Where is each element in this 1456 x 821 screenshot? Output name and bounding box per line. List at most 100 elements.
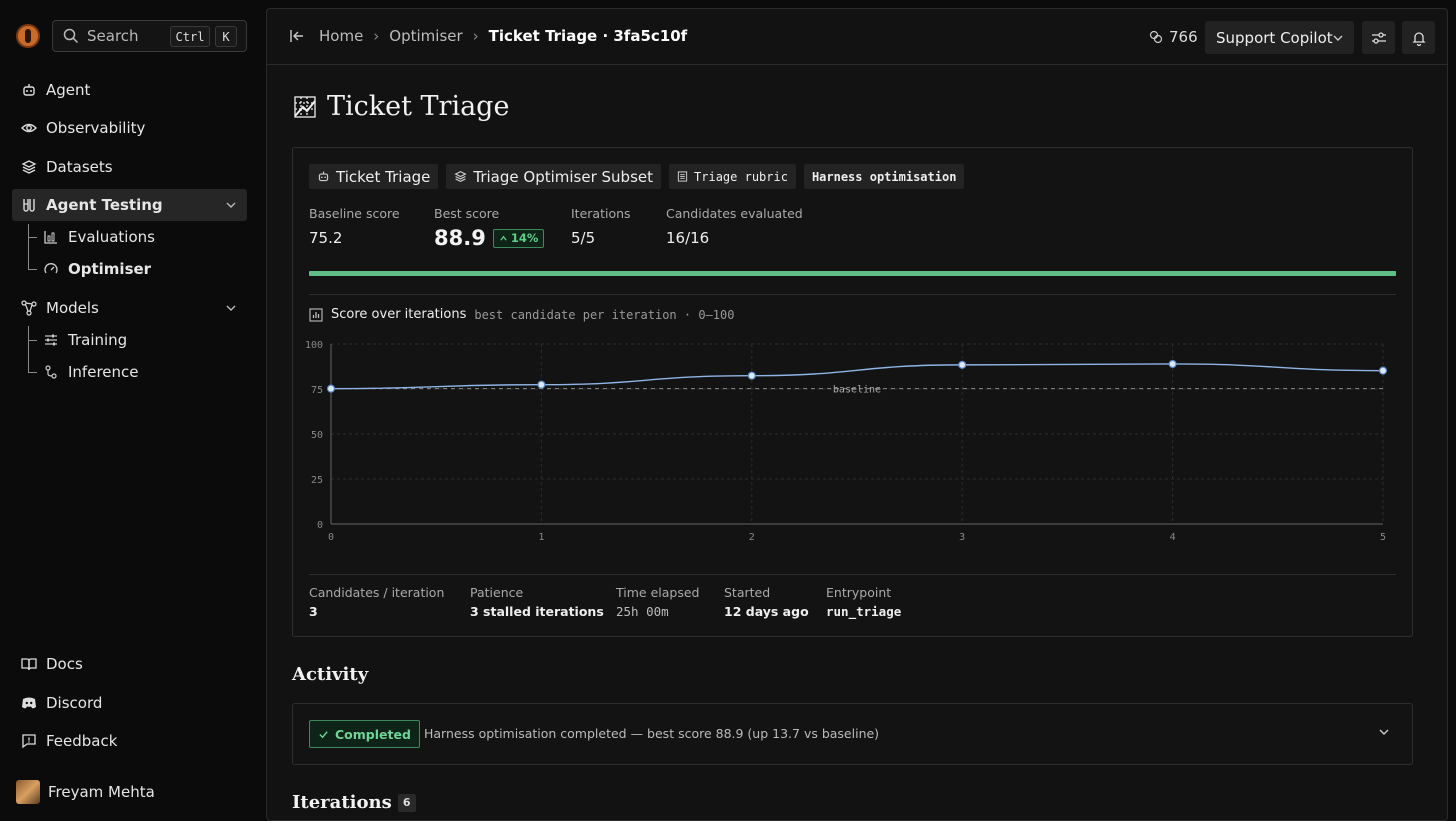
credits-indicator[interactable]: 766 [1149, 28, 1198, 46]
user-profile[interactable]: Freyam Mehta [16, 780, 155, 804]
chip-agent-label: Ticket Triage [336, 167, 431, 186]
meta-entrypoint-value: run_triage [826, 604, 902, 619]
iterations-heading: Iterations 6 [292, 792, 416, 813]
y-tick-label: 0 [317, 520, 323, 531]
chip-mode: Harness optimisation [803, 164, 965, 189]
tree-branch [28, 237, 37, 238]
project-selector[interactable]: Support Copilot [1205, 21, 1354, 54]
meta-started-value: 12 days ago [724, 604, 809, 619]
chevron-right-icon: › [472, 27, 479, 45]
meta-candidates-label: Candidates / iteration [309, 585, 445, 600]
network-icon [20, 299, 38, 317]
collapse-sidebar-icon[interactable] [289, 28, 305, 44]
status-badge: Completed [309, 720, 420, 748]
nav-models-label: Models [46, 299, 99, 317]
nav-agent-testing-label: Agent Testing [46, 196, 163, 214]
sliders-icon [44, 333, 60, 347]
nav-discord[interactable]: Discord [12, 687, 247, 719]
x-tick-label: 3 [959, 532, 965, 543]
meta-elapsed-value: 25h 00m [616, 604, 669, 619]
iterations-count: 6 [397, 793, 416, 812]
shortcut-ctrl-key: Ctrl [170, 26, 210, 47]
progress-bar [309, 271, 1396, 276]
progress-fill [309, 271, 1396, 276]
series-line [330, 363, 1384, 390]
gauge-icon [44, 262, 60, 276]
x-tick-label: 2 [749, 532, 755, 543]
chart-subtitle: best candidate per iteration · 0–100 [474, 307, 735, 322]
x-tick-label: 4 [1170, 532, 1176, 543]
nav-evaluations[interactable]: Evaluations [44, 224, 155, 250]
nav-training[interactable]: Training [44, 327, 127, 353]
meta-patience-label: Patience [470, 585, 524, 600]
chevron-down-icon [225, 197, 237, 215]
breadcrumb: Home › Optimiser › Ticket Triage · 3fa5c… [289, 27, 687, 45]
activity-heading: Activity [292, 664, 368, 685]
breadcrumb-home[interactable]: Home [319, 27, 364, 45]
meta-candidates: Candidates / iteration 3 [309, 585, 444, 619]
chip-mode-label: Harness optimisation [811, 169, 957, 184]
nav-inference[interactable]: Inference [44, 359, 139, 385]
robot-icon [317, 170, 330, 183]
search-bar[interactable]: Search Ctrl K [52, 20, 247, 52]
chevron-down-icon [1332, 30, 1344, 48]
stat-iterations-value: 5/5 [571, 229, 596, 247]
nav-observability[interactable]: Observability [12, 112, 247, 144]
project-name: Support Copilot [1216, 28, 1333, 47]
chip-agent[interactable]: Ticket Triage [309, 164, 439, 189]
database-icon [20, 158, 38, 176]
nav-agent-label: Agent [46, 81, 91, 99]
chart-title: Score over iterations [331, 307, 467, 322]
activity-card[interactable]: Completed Harness optimisation completed… [292, 703, 1413, 765]
eye-icon [20, 119, 38, 137]
nav-feedback-label: Feedback [46, 732, 118, 750]
settings-button[interactable] [1362, 21, 1395, 54]
tree-branch [28, 269, 37, 270]
optimiser-grid-icon [293, 95, 317, 119]
avatar [16, 780, 40, 804]
nav-optimiser[interactable]: Optimiser [44, 256, 151, 282]
chip-dataset[interactable]: Triage Optimiser Subset [446, 164, 662, 189]
chip-rubric-label: Triage rubric [694, 169, 788, 184]
page-title-text: Ticket Triage [327, 91, 510, 122]
nav-agent[interactable]: Agent [12, 74, 247, 106]
improvement-badge: 14% [492, 228, 545, 248]
meta-patience-value: 3 stalled iterations [470, 604, 604, 619]
stat-baseline-value: 75.2 [309, 229, 343, 247]
nav-datasets-label: Datasets [46, 158, 113, 176]
nav-models[interactable]: Models [12, 292, 247, 324]
nav-datasets[interactable]: Datasets [12, 151, 247, 183]
breadcrumb-current: Ticket Triage · 3fa5c10f [488, 27, 688, 45]
stat-candidates-value: 16/16 [666, 229, 710, 247]
stat-iterations: Iterations 5/5 [571, 206, 631, 247]
chevron-down-icon[interactable] [1378, 726, 1390, 742]
nav-docs[interactable]: Docs [12, 648, 247, 680]
chart-icon [44, 230, 60, 244]
sliders-icon [1371, 30, 1387, 46]
notifications-button[interactable] [1402, 21, 1435, 54]
y-tick-label: 25 [311, 475, 323, 486]
database-icon [454, 170, 468, 183]
stat-candidates: Candidates evaluated 16/16 [666, 206, 803, 247]
nav-inference-label: Inference [68, 363, 139, 381]
nav-feedback[interactable]: Feedback [12, 725, 247, 757]
chip-dataset-label: Triage Optimiser Subset [473, 167, 654, 186]
tree-line [28, 326, 29, 372]
x-tick-label: 1 [538, 532, 544, 543]
topbar: Home › Optimiser › Ticket Triage · 3fa5c… [267, 9, 1447, 65]
nav-training-label: Training [68, 331, 128, 349]
divider [309, 294, 1396, 295]
stat-best-value: 88.9 [434, 226, 486, 250]
optimisation-summary-card: Ticket Triage Triage Optimiser Subset Tr… [292, 147, 1413, 637]
breadcrumb-optimiser[interactable]: Optimiser [389, 27, 463, 45]
meta-candidates-value: 3 [309, 604, 318, 619]
coins-icon [1149, 30, 1163, 44]
chevron-down-icon [225, 300, 237, 318]
data-point [326, 384, 336, 393]
chip-rubric[interactable]: Triage rubric [669, 164, 796, 189]
stat-best: Best score 88.9 14% [434, 206, 545, 250]
nav-agent-testing[interactable]: Agent Testing [12, 189, 247, 221]
improvement-value: 14% [510, 231, 539, 245]
app-logo[interactable] [16, 24, 40, 48]
y-tick-label: 100 [305, 340, 323, 351]
